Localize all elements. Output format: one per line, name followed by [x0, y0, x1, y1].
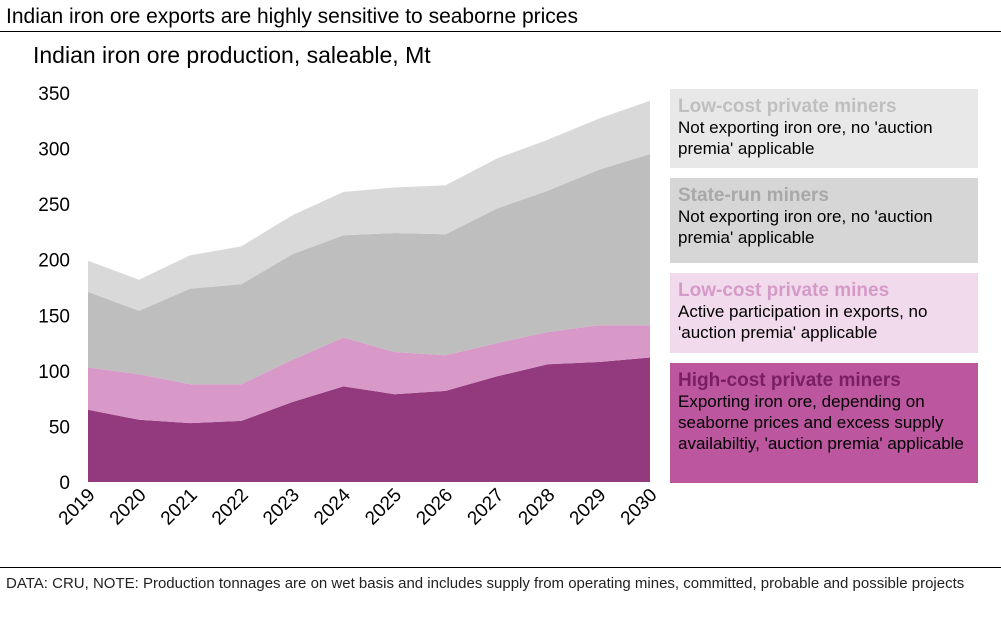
- chart-headline: Indian iron ore exports are highly sensi…: [6, 5, 578, 28]
- y-tick-label: 150: [38, 306, 70, 327]
- x-tick-label: 2023: [259, 485, 304, 530]
- y-tick-label: 100: [38, 362, 70, 383]
- legend-title: High-cost private miners: [678, 370, 901, 391]
- header-divider: [0, 31, 1001, 32]
- source-note: DATA: CRU, NOTE: Production tonnages are…: [6, 575, 965, 592]
- legend-low-cost-private-miners: Low-cost private miners Not exporting ir…: [670, 89, 978, 168]
- x-tick-label: 2029: [566, 485, 611, 530]
- area-series-low-cost-private-mines: [88, 325, 650, 424]
- x-tick-label: 2028: [515, 485, 560, 530]
- legend-description: Not exporting iron ore, no 'auction prem…: [678, 207, 933, 247]
- legend-title: Low-cost private mines: [678, 280, 890, 301]
- x-tick-label: 2020: [106, 485, 151, 530]
- area-series-high-cost-private-miners: [88, 357, 650, 482]
- legend-title: Low-cost private miners: [678, 96, 897, 117]
- x-tick-label: 2025: [361, 485, 406, 530]
- legend-description: Exporting iron ore, depending on seaborn…: [678, 392, 964, 453]
- y-tick-label: 300: [38, 140, 70, 161]
- legend-title: State-run miners: [678, 185, 829, 206]
- area-series-state-run-miners: [88, 154, 650, 385]
- y-tick-label: 50: [49, 417, 70, 438]
- y-tick-label: 350: [38, 84, 70, 105]
- x-tick-label: 2030: [617, 485, 662, 530]
- legend-state-run-miners: State-run miners Not exporting iron ore,…: [670, 178, 978, 263]
- footer-divider: [0, 567, 1001, 568]
- x-tick-label: 2024: [310, 484, 355, 529]
- legend-high-cost-private-miners: High-cost private miners Exporting iron …: [670, 363, 978, 483]
- x-tick-label: 2022: [208, 485, 253, 530]
- legend-description: Active participation in exports, no 'auc…: [678, 302, 928, 342]
- y-tick-label: 200: [38, 251, 70, 272]
- chart-title: Indian iron ore production, saleable, Mt: [33, 42, 431, 68]
- x-tick-label: 2021: [157, 485, 202, 530]
- y-tick-label: 250: [38, 195, 70, 216]
- x-tick-label: 2026: [412, 485, 457, 530]
- legend-description: Not exporting iron ore, no 'auction prem…: [678, 118, 933, 158]
- x-tick-label: 2027: [464, 485, 509, 530]
- y-tick-label: 0: [59, 473, 70, 494]
- legend-low-cost-private-mines: Low-cost private mines Active participat…: [670, 273, 978, 353]
- area-series-low-cost-private-miners: [88, 100, 650, 311]
